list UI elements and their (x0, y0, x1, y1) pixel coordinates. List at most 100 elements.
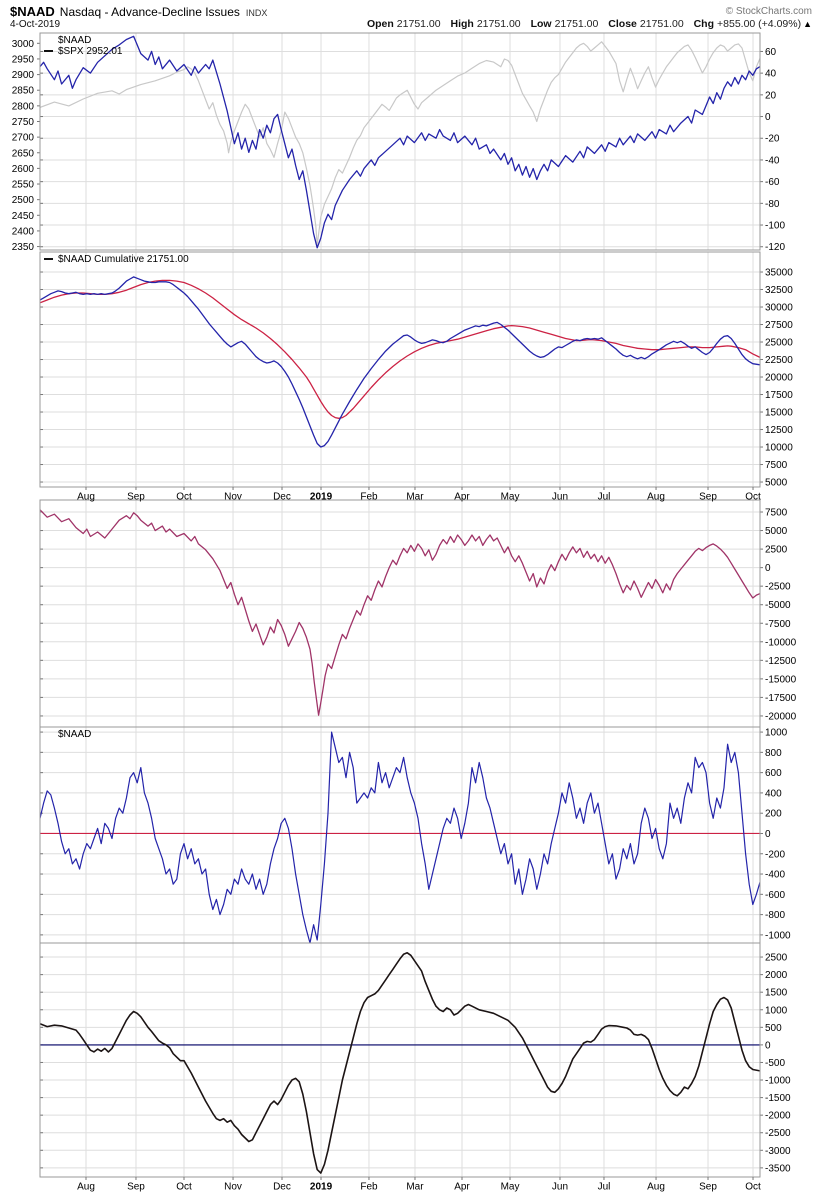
close-label: Close (608, 18, 637, 30)
open-value: 21751.00 (396, 18, 441, 30)
right-axis-label: 0 (765, 829, 771, 840)
left-axis-label: 2750 (12, 117, 35, 128)
right-axis-label: 2000 (765, 970, 788, 981)
x-axis-label: Aug (77, 492, 95, 503)
x-axis-label: Feb (360, 1182, 378, 1193)
right-axis-label: -400 (765, 870, 785, 881)
right-axis-label: -2500 (765, 1128, 791, 1139)
series-line--spx (40, 41, 760, 246)
x-axis-label: 2019 (310, 492, 333, 503)
right-axis-label: 1500 (765, 988, 788, 999)
left-axis-label: 2500 (12, 195, 35, 206)
x-axis-label: Sep (127, 1182, 145, 1193)
series-line-smoothed (40, 951, 760, 1174)
right-axis-label: -2500 (765, 582, 791, 593)
right-axis-label: 500 (765, 1023, 782, 1034)
right-axis-label: -17500 (765, 693, 797, 704)
right-axis-label: 5000 (765, 478, 788, 489)
left-axis-label: 2900 (12, 70, 35, 81)
chg-value: +855.00 (+4.09%) (717, 18, 802, 30)
x-axis-label: Jun (552, 492, 568, 503)
left-axis-label: 2650 (12, 148, 35, 159)
x-axis-label: Mar (406, 1182, 424, 1193)
quote-summary-row: Open 21751.00 High 21751.00 Low 21751.00 Cl… (367, 18, 812, 30)
up-arrow-icon: ▲ (803, 19, 812, 29)
legend-label: $NAAD Cumulative 21751.00 (58, 254, 189, 265)
left-axis-label: 2700 (12, 133, 35, 144)
right-axis-label: 0 (765, 1040, 771, 1051)
right-axis-label: 5000 (765, 526, 788, 537)
right-axis-label: -80 (765, 199, 780, 210)
x-axis-label: Nov (224, 492, 242, 503)
x-axis-label: Feb (360, 492, 378, 503)
x-axis-label: Oct (176, 492, 192, 503)
x-axis-label: Dec (273, 1182, 291, 1193)
right-axis-label: 17500 (765, 390, 793, 401)
right-axis-label: 60 (765, 47, 777, 58)
x-axis-label: Aug (647, 492, 665, 503)
series-line--naad-cumulative (40, 276, 760, 448)
left-axis-label: 2850 (12, 86, 35, 97)
right-axis-label: 800 (765, 748, 782, 759)
open-label: Open (366, 18, 394, 30)
right-axis-label: -5000 (765, 600, 791, 611)
low-value: 21751.00 (554, 18, 599, 30)
right-axis-label: 12500 (765, 425, 793, 436)
left-axis-label: 2400 (12, 226, 35, 237)
panel-border (39, 32, 761, 251)
legend-label: $SPX 2952.01 (58, 46, 123, 57)
right-axis-label: -20 (765, 134, 780, 145)
right-axis-label: 7500 (765, 508, 788, 519)
x-axis-label: May (501, 1182, 520, 1193)
symbol-name: Nasdaq - Advance-Decline Issues (59, 5, 240, 19)
left-axis-label: 2550 (12, 180, 35, 191)
right-axis-label: -3000 (765, 1146, 791, 1157)
right-axis-label: 20000 (765, 373, 793, 384)
right-axis-label: 32500 (765, 285, 793, 296)
right-axis-label: 1000 (765, 1005, 788, 1016)
right-axis-label: -20000 (765, 711, 797, 722)
x-axis-label: Apr (454, 492, 470, 503)
exchange-label: INDX (245, 8, 268, 18)
x-axis-label: Oct (745, 492, 761, 503)
symbol-label: $NAAD (10, 4, 55, 19)
left-axis-label: 2800 (12, 101, 35, 112)
right-axis-label: 2500 (765, 545, 788, 556)
right-axis-label: 30000 (765, 303, 793, 314)
right-axis-label: 200 (765, 809, 782, 820)
high-value: 21751.00 (476, 18, 521, 30)
x-axis-label: Jul (598, 492, 611, 503)
series-line--naad-daily (40, 731, 760, 943)
left-axis-label: 2600 (12, 164, 35, 175)
x-axis-label: Oct (745, 1182, 761, 1193)
right-axis-label: 40 (765, 69, 777, 80)
left-axis-label: 2450 (12, 211, 35, 222)
panel-border (39, 251, 761, 488)
right-axis-label: 0 (765, 112, 771, 123)
right-axis-label: -10000 (765, 637, 797, 648)
x-axis-label: Nov (224, 1182, 242, 1193)
panel-border (39, 942, 761, 1178)
right-axis-label: -7500 (765, 619, 791, 630)
x-axis-label: Sep (127, 492, 145, 503)
x-axis-label: Sep (699, 492, 717, 503)
right-axis-label: 22500 (765, 355, 793, 366)
right-axis-label: -2000 (765, 1111, 791, 1122)
right-axis-label: -1500 (765, 1093, 791, 1104)
high-label: High (450, 18, 474, 30)
x-axis-label: Aug (647, 1182, 665, 1193)
right-axis-label: 20 (765, 90, 777, 101)
panel-border (39, 499, 761, 728)
x-axis-label: Jul (598, 1182, 611, 1193)
right-axis-label: 0 (765, 563, 771, 574)
x-axis-label: May (501, 492, 520, 503)
chart-title-row: $NAAD Nasdaq - Advance-Decline Issues INDX (10, 4, 267, 19)
left-axis-label: 2950 (12, 54, 35, 65)
panel-border (39, 726, 761, 944)
series-line--naad (40, 35, 760, 249)
x-axis-label: Apr (454, 1182, 470, 1193)
left-axis-label: 2350 (12, 242, 35, 253)
right-axis-label: 1000 (765, 728, 788, 739)
